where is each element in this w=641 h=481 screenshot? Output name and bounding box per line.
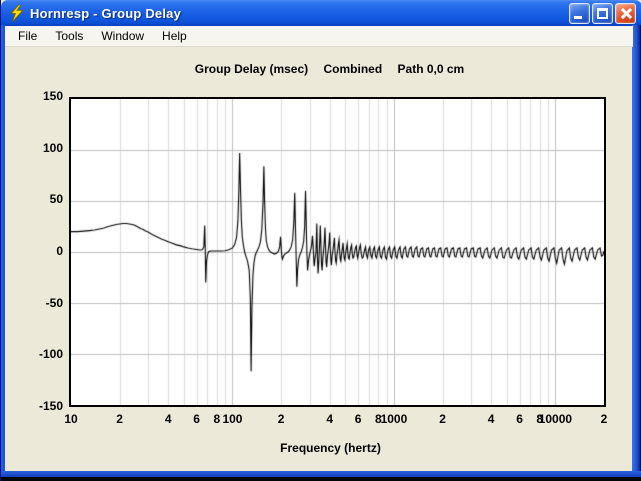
chart-title-quantity: Group Delay (msec) xyxy=(194,62,309,76)
maximize-icon xyxy=(597,7,608,19)
y-tick-label: 0 xyxy=(56,244,63,258)
chart-title-mode: Combined xyxy=(323,62,383,76)
x-tick-label: 10 xyxy=(64,412,78,426)
menu-item-file[interactable]: File xyxy=(18,29,38,43)
maximize-button[interactable] xyxy=(592,2,613,24)
minimize-button[interactable] xyxy=(569,2,590,24)
group-delay-curve-canvas xyxy=(71,99,604,405)
menu-item-help[interactable]: Help xyxy=(162,29,187,43)
chart-title: Group Delay (msec) Combined Path 0,0 cm xyxy=(69,62,606,78)
x-tick-label: 4 xyxy=(326,412,334,426)
x-tick-label: 2 xyxy=(600,412,608,426)
x-tick-label: 1000 xyxy=(380,412,408,426)
x-tick-label: 2 xyxy=(439,412,446,426)
y-tick-label: -100 xyxy=(38,347,63,362)
close-icon xyxy=(616,4,635,23)
x-tick-label: 6 xyxy=(193,412,200,426)
x-tick-label: 8 xyxy=(374,412,382,426)
y-axis-labels: 150 100 50 0 -50 -100 -150 xyxy=(15,0,63,481)
x-tick-label: 8 xyxy=(536,412,544,426)
y-tick-label: -50 xyxy=(45,295,63,310)
x-tick-label: 4 xyxy=(164,412,172,426)
window-border-bottom xyxy=(1,471,641,477)
y-tick-label: 150 xyxy=(42,89,63,103)
x-tick-label: 6 xyxy=(354,412,362,426)
x-tick-label: 100 xyxy=(222,412,243,426)
close-button[interactable] xyxy=(615,2,636,24)
window-border-left xyxy=(1,25,5,472)
x-tick-label: 10000 xyxy=(538,412,573,426)
window-title: Hornresp - Group Delay xyxy=(30,5,182,21)
plot-area xyxy=(69,97,606,407)
y-tick-label: 50 xyxy=(49,192,63,207)
x-tick-label: 6 xyxy=(516,412,523,426)
minimize-icon xyxy=(574,15,582,19)
y-tick-label: -150 xyxy=(38,399,63,413)
window-border-right xyxy=(632,25,641,472)
x-tick-label: 4 xyxy=(487,412,495,426)
x-tick-label: 2 xyxy=(116,412,123,426)
x-axis-labels: 10 2 4 6 8 100 2 4 6 8 1000 2 4 6 8 10000 2 xyxy=(1,412,641,427)
menu-bar: File Tools Window Help xyxy=(5,26,633,47)
menu-item-tools[interactable]: Tools xyxy=(55,29,84,43)
chart-title-path: Path 0,0 cm xyxy=(397,62,465,76)
window-border-bottom-shadow xyxy=(1,477,641,481)
y-tick-label: 100 xyxy=(42,140,63,155)
title-bar[interactable]: Hornresp - Group Delay xyxy=(1,0,641,26)
lightning-icon xyxy=(10,4,24,22)
x-axis-title: Frequency (hertz) xyxy=(280,441,381,455)
x-tick-label: 2 xyxy=(277,412,285,426)
x-tick-label: 8 xyxy=(213,412,221,426)
menu-item-window[interactable]: Window xyxy=(101,29,145,43)
